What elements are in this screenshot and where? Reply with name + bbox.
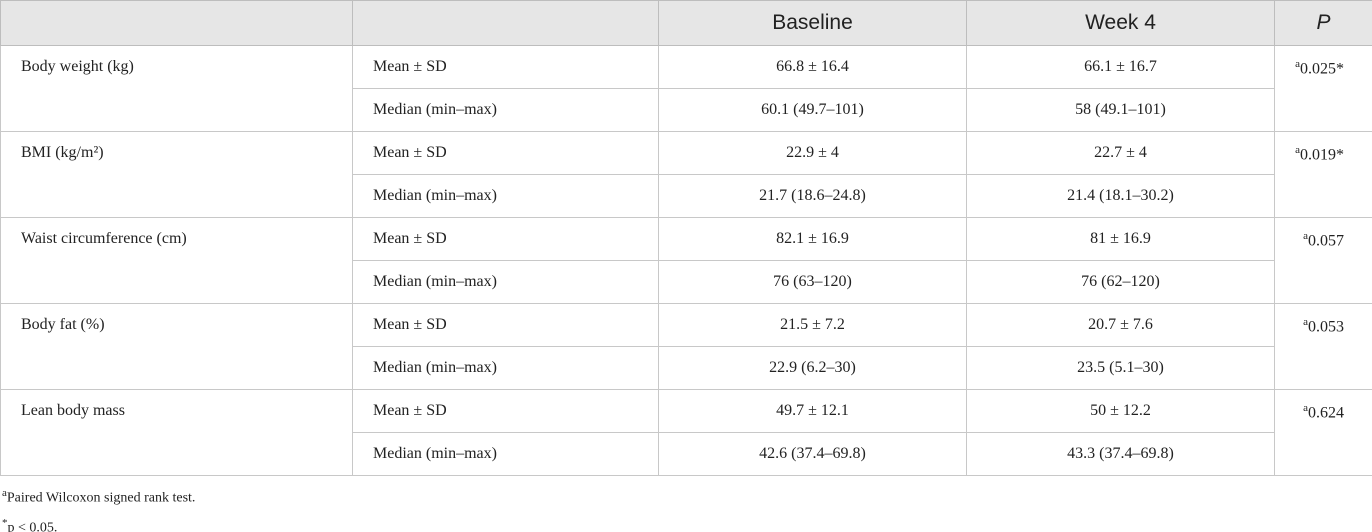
p-note: a [1303, 316, 1308, 328]
p-cell: a0.019* [1274, 131, 1372, 218]
cell: 58 (49.1–101) [966, 88, 1275, 132]
table-row: Body weight (kg) Mean ± SD 66.8 ± 16.4 66.1… [0, 45, 1372, 132]
cell: Median (min–max) [352, 174, 659, 218]
p-cell: a0.025* [1274, 45, 1372, 132]
cell: 22.7 ± 4 [966, 131, 1275, 175]
row-label: Lean body mass [0, 389, 353, 476]
cell: Median (min–max) [352, 432, 659, 476]
p-value: 0.019* [1300, 146, 1344, 164]
table-row: Waist circumference (cm) Mean ± SD 82.1 ± … [0, 217, 1372, 304]
cell: Median (min–max) [352, 260, 659, 304]
p-value: 0.025* [1300, 60, 1344, 78]
footnote-text: Paired Wilcoxon signed rank test. [6, 490, 196, 506]
cell: 76 (62–120) [966, 260, 1275, 304]
table-row: Median (min–max) 21.7 (18.6–24.8) 21.4 (18… [1, 174, 1372, 218]
cell: 23.5 (5.1–30) [966, 346, 1275, 390]
cell: 21.4 (18.1–30.2) [966, 174, 1275, 218]
row-label: BMI (kg/m²) [0, 131, 353, 218]
p-value: 0.057 [1308, 232, 1344, 250]
p-cell: a0.057 [1274, 217, 1372, 304]
cell: 82.1 ± 16.9 [658, 217, 967, 261]
cell: Mean ± SD [352, 303, 659, 347]
cell: 60.1 (49.7–101) [658, 88, 967, 132]
cell: Mean ± SD [352, 131, 659, 175]
p-note: a [1295, 144, 1300, 156]
p-value: 0.624 [1308, 404, 1344, 422]
header-cell [352, 0, 659, 46]
footnote-mark: * [2, 516, 8, 529]
footnotes: aPaired Wilcoxon signed rank test. *p < 0… [0, 481, 1372, 532]
cell: Median (min–max) [352, 88, 659, 132]
cell: 21.7 (18.6–24.8) [658, 174, 967, 218]
header-cell: Week 4 [966, 0, 1275, 46]
p-cell: a0.053 [1274, 303, 1372, 390]
table-row: Median (min–max) 42.6 (37.4–69.8) 43.3 (37… [1, 432, 1372, 476]
cell: 20.7 ± 7.6 [966, 303, 1275, 347]
cell: Mean ± SD [352, 389, 659, 433]
footnote: aPaired Wilcoxon signed rank test. [2, 481, 1372, 511]
cell: 49.7 ± 12.1 [658, 389, 967, 433]
table-row: BMI (kg/m²) Mean ± SD 22.9 ± 4 22.7 ± 4 a0.0… [0, 131, 1372, 218]
cell: 22.9 (6.2–30) [658, 346, 967, 390]
table-row: Body fat (%) Mean ± SD 21.5 ± 7.2 20.7 ± 7.… [0, 303, 1372, 390]
row-label: Body weight (kg) [0, 45, 353, 132]
header-row: Baseline Week 4 P [0, 0, 1372, 46]
header-cell: Baseline [658, 0, 967, 46]
table-row: Median (min–max) 22.9 (6.2–30) 23.5 (5.1–3… [1, 346, 1372, 390]
header-cell [0, 0, 353, 46]
cell: Mean ± SD [352, 217, 659, 261]
footnote-mark: a [2, 487, 7, 499]
p-value: 0.053 [1308, 318, 1344, 336]
footnote-text: p < 0.05. [7, 520, 58, 532]
cell: Median (min–max) [352, 346, 659, 390]
header-cell: P [1274, 0, 1372, 46]
cell: 66.8 ± 16.4 [658, 45, 967, 89]
p-note: a [1303, 230, 1308, 242]
cell: 66.1 ± 16.7 [966, 45, 1275, 89]
table-row: Lean body mass Mean ± SD 49.7 ± 12.1 50 ± 1… [0, 389, 1372, 476]
cell: 43.3 (37.4–69.8) [966, 432, 1275, 476]
cell: 42.6 (37.4–69.8) [658, 432, 967, 476]
row-label: Waist circumference (cm) [0, 217, 353, 304]
cell: Mean ± SD [352, 45, 659, 89]
cell: 76 (63–120) [658, 260, 967, 304]
data-table: Baseline Week 4 P Body weight (kg) Mean ±… [0, 0, 1372, 476]
cell: 21.5 ± 7.2 [658, 303, 967, 347]
table-row: Median (min–max) 60.1 (49.7–101) 58 (49.1–… [1, 88, 1372, 132]
p-cell: a0.624 [1274, 389, 1372, 476]
cell: 81 ± 16.9 [966, 217, 1275, 261]
footnote: *p < 0.05. [2, 511, 1372, 532]
cell: 50 ± 12.2 [966, 389, 1275, 433]
p-note: a [1295, 58, 1300, 70]
row-label: Body fat (%) [0, 303, 353, 390]
cell: 22.9 ± 4 [658, 131, 967, 175]
p-note: a [1303, 402, 1308, 414]
